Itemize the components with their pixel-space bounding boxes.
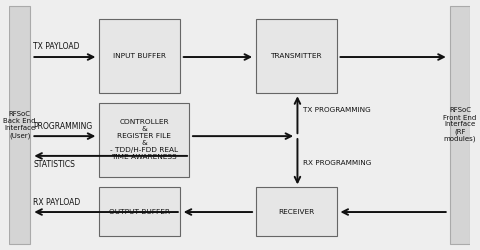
Text: TRANSMITTER: TRANSMITTER bbox=[271, 53, 322, 59]
Bar bbox=[256, 19, 336, 93]
Text: OUTPUT BUFFER: OUTPUT BUFFER bbox=[109, 208, 170, 214]
Bar bbox=[99, 19, 180, 93]
Text: PROGRAMMING: PROGRAMMING bbox=[33, 122, 93, 132]
Text: RFSoC
Back End
Interface
(User): RFSoC Back End Interface (User) bbox=[3, 111, 36, 139]
Text: RFSoC
Front End
Interface
(RF
modules): RFSoC Front End Interface (RF modules) bbox=[444, 108, 477, 142]
Bar bbox=[99, 187, 180, 236]
Bar bbox=[256, 187, 336, 236]
Text: TX PROGRAMMING: TX PROGRAMMING bbox=[303, 107, 371, 113]
Text: RX PAYLOAD: RX PAYLOAD bbox=[33, 198, 81, 207]
Bar bbox=[99, 103, 189, 177]
Text: RECEIVER: RECEIVER bbox=[278, 208, 314, 214]
Bar bbox=[450, 6, 470, 244]
Text: CONTROLLER
&
REGISTER FILE
&
- TDD/H-FDD REAL
TIME AWARENESS: CONTROLLER & REGISTER FILE & - TDD/H-FDD… bbox=[110, 119, 178, 160]
Text: RX PROGRAMMING: RX PROGRAMMING bbox=[303, 160, 372, 166]
Text: STATISTICS: STATISTICS bbox=[33, 160, 75, 169]
Bar bbox=[9, 6, 30, 244]
Text: TX PAYLOAD: TX PAYLOAD bbox=[33, 42, 80, 51]
Text: INPUT BUFFER: INPUT BUFFER bbox=[113, 53, 166, 59]
